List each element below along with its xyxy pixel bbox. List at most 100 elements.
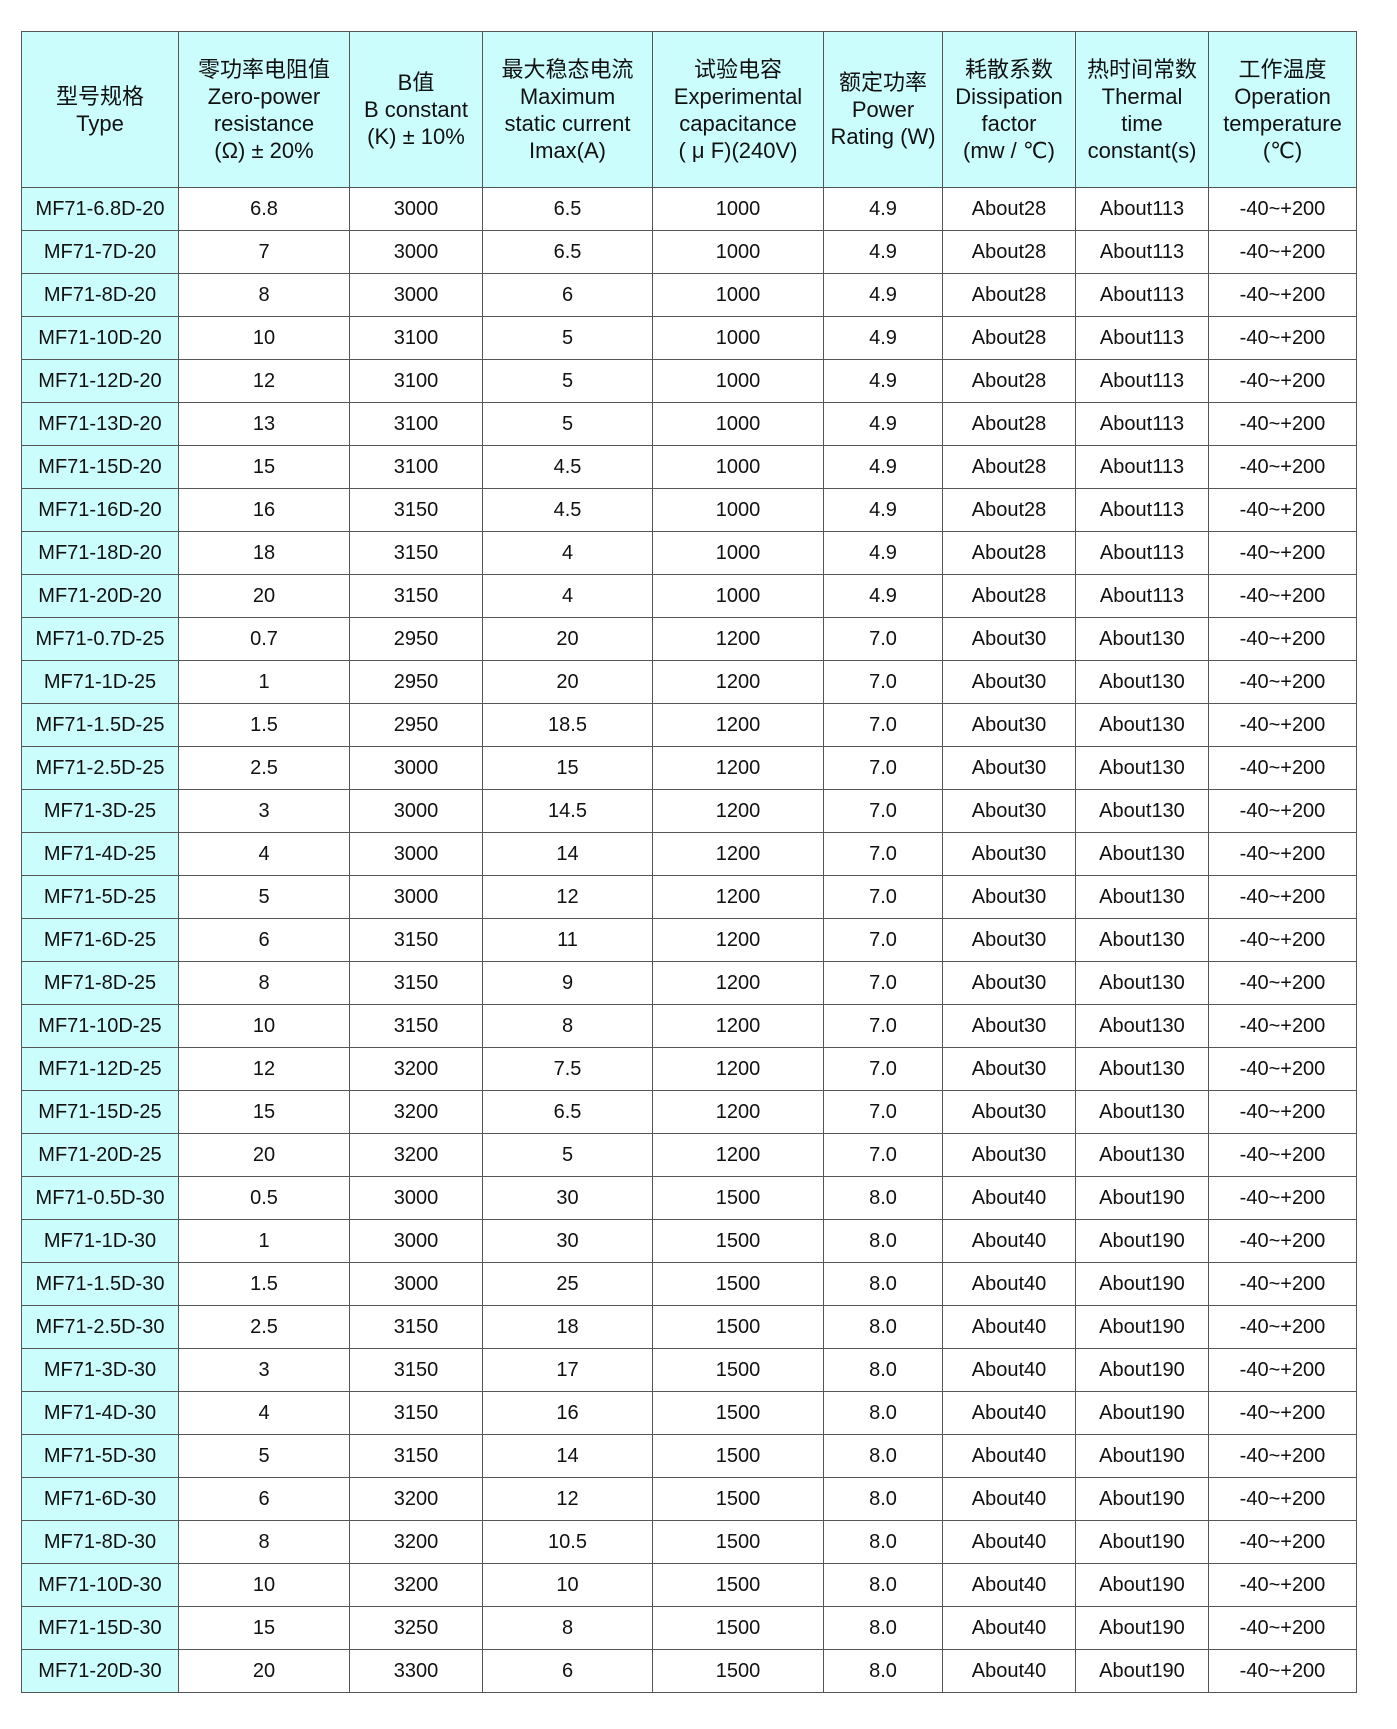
cell-operation-temperature: -40~+200 [1208,617,1357,661]
cell-experimental-capacitance: 1200 [652,1047,824,1091]
cell-dissipation-factor: About28 [942,316,1076,360]
header-line: 最大稳态电流 [501,56,634,82]
cell-type: MF71-18D-20 [21,531,179,575]
thermistor-spec-table: 型号规格 Type 零功率电阻值 Zero-power resistance (Ω) ± … [21,31,1357,1693]
cell-dissipation-factor: About40 [942,1606,1076,1650]
table-row: MF71-13D-20 13 3100 5 1000 4.9 About28 About113… [21,402,1357,446]
cell-b-constant: 2950 [349,660,483,704]
cell-type: MF71-5D-25 [21,875,179,919]
cell-dissipation-factor: About28 [942,574,1076,618]
cell-zero-power-resistance: 20 [178,1649,350,1693]
cell-b-constant: 3000 [349,273,483,317]
cell-experimental-capacitance: 1500 [652,1305,824,1349]
header-max-static-current: 最大稳态电流 Maximum static current Imax(A) [482,31,653,188]
cell-power-rating: 8.0 [823,1348,943,1392]
cell-b-constant: 3150 [349,531,483,575]
table-row: MF71-20D-20 20 3150 4 1000 4.9 About28 About113… [21,574,1357,618]
cell-type: MF71-0.7D-25 [21,617,179,661]
cell-dissipation-factor: About30 [942,961,1076,1005]
cell-operation-temperature: -40~+200 [1208,1563,1357,1607]
cell-max-static-current: 14 [482,832,653,876]
cell-experimental-capacitance: 1200 [652,746,824,790]
cell-max-static-current: 11 [482,918,653,962]
cell-operation-temperature: -40~+200 [1208,746,1357,790]
table-row: MF71-8D-20 8 3000 6 1000 4.9 About28 About113 -4… [21,273,1357,317]
cell-operation-temperature: -40~+200 [1208,488,1357,532]
header-dissipation-factor: 耗散系数 Dissipation factor (mw / ℃) [942,31,1076,188]
cell-power-rating: 7.0 [823,1090,943,1134]
cell-zero-power-resistance: 6 [178,1477,350,1521]
cell-operation-temperature: -40~+200 [1208,1262,1357,1306]
table-row: MF71-5D-25 5 3000 12 1200 7.0 About30 About130-… [21,875,1357,919]
cell-max-static-current: 5 [482,359,653,403]
cell-dissipation-factor: About30 [942,832,1076,876]
cell-b-constant: 3250 [349,1606,483,1650]
cell-b-constant: 2950 [349,617,483,661]
table-row: MF71-2.5D-25 2.5 3000 15 1200 7.0 About30 About… [21,746,1357,790]
cell-power-rating: 4.9 [823,574,943,618]
cell-power-rating: 8.0 [823,1305,943,1349]
cell-b-constant: 3000 [349,789,483,833]
cell-b-constant: 3150 [349,1348,483,1392]
cell-max-static-current: 5 [482,1133,653,1177]
cell-operation-temperature: -40~+200 [1208,1133,1357,1177]
cell-power-rating: 4.9 [823,488,943,532]
cell-max-static-current: 4.5 [482,488,653,532]
header-power-rating: 额定功率 Power Rating (W) [823,31,943,188]
cell-max-static-current: 6 [482,273,653,317]
cell-power-rating: 7.0 [823,875,943,919]
cell-zero-power-resistance: 3 [178,789,350,833]
cell-dissipation-factor: About40 [942,1391,1076,1435]
cell-max-static-current: 18.5 [482,703,653,747]
cell-operation-temperature: -40~+200 [1208,574,1357,618]
cell-dissipation-factor: About28 [942,402,1076,446]
cell-thermal-time-constant: About190 [1075,1520,1209,1564]
cell-experimental-capacitance: 1500 [652,1176,824,1220]
cell-zero-power-resistance: 1 [178,1219,350,1263]
cell-experimental-capacitance: 1500 [652,1391,824,1435]
cell-operation-temperature: -40~+200 [1208,1219,1357,1263]
cell-power-rating: 7.0 [823,918,943,962]
cell-experimental-capacitance: 1500 [652,1219,824,1263]
table-row: MF71-10D-30 10 3200 10 1500 8.0 About40 About19… [21,1563,1357,1607]
header-line: (K) ± 10% [367,124,465,149]
cell-type: MF71-10D-25 [21,1004,179,1048]
cell-experimental-capacitance: 1200 [652,961,824,1005]
cell-b-constant: 3000 [349,875,483,919]
cell-type: MF71-6D-30 [21,1477,179,1521]
cell-max-static-current: 6 [482,1649,653,1693]
cell-max-static-current: 4 [482,531,653,575]
cell-experimental-capacitance: 1000 [652,574,824,618]
cell-thermal-time-constant: About130 [1075,918,1209,962]
cell-operation-temperature: -40~+200 [1208,703,1357,747]
header-zero-power-resistance: 零功率电阻值 Zero-power resistance (Ω) ± 20% [178,31,350,188]
cell-thermal-time-constant: About113 [1075,574,1209,618]
cell-thermal-time-constant: About190 [1075,1348,1209,1392]
table-row: MF71-6D-25 6 3150 11 1200 7.0 About30 About130-… [21,918,1357,962]
cell-power-rating: 7.0 [823,617,943,661]
cell-zero-power-resistance: 5 [178,1434,350,1478]
cell-b-constant: 3100 [349,402,483,446]
cell-experimental-capacitance: 1500 [652,1606,824,1650]
header-line: static current [504,110,631,136]
cell-type: MF71-8D-20 [21,273,179,317]
cell-b-constant: 3150 [349,488,483,532]
table-row: MF71-10D-20 10 3100 5 1000 4.9 About28 About113… [21,316,1357,360]
table-row: MF71-8D-25 8 3150 9 1200 7.0 About30 About130 -4… [21,961,1357,1005]
cell-experimental-capacitance: 1200 [652,918,824,962]
cell-max-static-current: 20 [482,617,653,661]
header-line: temperature [1223,110,1342,136]
cell-max-static-current: 30 [482,1219,653,1263]
cell-max-static-current: 12 [482,875,653,919]
cell-dissipation-factor: About40 [942,1305,1076,1349]
cell-b-constant: 3300 [349,1649,483,1693]
cell-power-rating: 7.0 [823,1133,943,1177]
cell-type: MF71-15D-30 [21,1606,179,1650]
cell-type: MF71-12D-20 [21,359,179,403]
table-row: MF71-3D-25 3 3000 14.5 1200 7.0 About30 About13… [21,789,1357,833]
cell-power-rating: 7.0 [823,832,943,876]
cell-zero-power-resistance: 10 [178,1563,350,1607]
cell-b-constant: 3100 [349,316,483,360]
cell-max-static-current: 5 [482,402,653,446]
cell-operation-temperature: -40~+200 [1208,660,1357,704]
